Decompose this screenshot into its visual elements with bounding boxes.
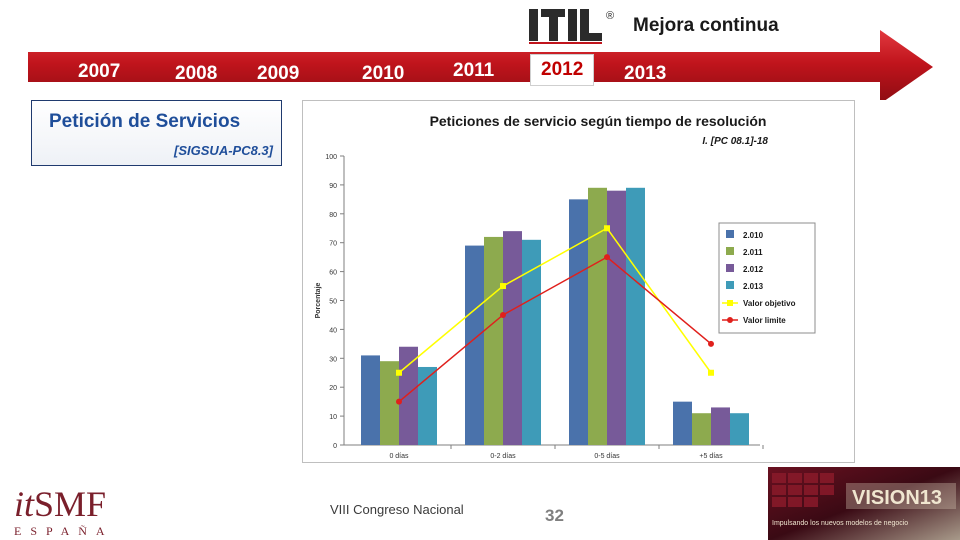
point-valor-limite-3 [708, 340, 714, 347]
bar-2012-3 [711, 407, 730, 445]
y-tick-label: 60 [329, 270, 337, 277]
section-code: [SIGSUA-PC8.3] [174, 143, 273, 158]
legend-label-0: 2.010 [743, 231, 764, 240]
legend-label-4: Valor objetivo [743, 299, 796, 308]
bar-chart: Peticiones de servicio según tiempo de r… [315, 113, 816, 460]
bar-2012-0 [399, 346, 418, 445]
point-valor-limite-0 [396, 398, 402, 405]
y-tick-label: 80 [329, 212, 337, 219]
y-tick-label: 10 [329, 414, 337, 421]
chart-legend [718, 222, 816, 334]
line-valor-limite [398, 256, 712, 403]
section-title: Petición de Servicios [49, 111, 241, 132]
legend-swatch-0 [726, 230, 734, 238]
legend-swatch-2 [726, 264, 734, 272]
bar-2011-0 [380, 361, 399, 445]
y-axis-label: Porcentaje [315, 282, 322, 318]
x-tick-label: 0 días [389, 453, 409, 460]
logo-subtext: ESPAÑA [14, 524, 114, 538]
y-tick-label: 50 [329, 299, 337, 306]
x-tick-label: 0-2 días [490, 453, 516, 460]
y-tick-label: 30 [329, 356, 337, 363]
chart-title: Peticiones de servicio según tiempo de r… [430, 113, 767, 129]
legend-marker-4 [727, 300, 733, 306]
bar-2012-1 [503, 231, 522, 445]
y-tick-label: 40 [329, 327, 337, 334]
itsmf-logo: itSMF ESPAÑA [14, 486, 114, 539]
y-tick-label: 70 [329, 241, 337, 248]
itil-logo: ® [527, 6, 617, 44]
bar-2011-3 [692, 413, 711, 445]
year-2012-active[interactable]: 2012 [530, 54, 595, 86]
bar-2011-2 [588, 187, 607, 445]
year-2010[interactable]: 2010 [362, 63, 405, 84]
bar-2010-0 [361, 355, 380, 445]
bar-2013-0 [418, 366, 437, 445]
point-valor-objetivo-3 [708, 369, 714, 376]
legend-label-2: 2.012 [743, 265, 764, 274]
point-valor-limite-2 [604, 254, 610, 261]
point-valor-objetivo-0 [396, 369, 402, 376]
bar-2010-1 [465, 245, 484, 445]
legend-swatch-1 [726, 247, 734, 255]
logo-suffix: SMF [34, 484, 107, 524]
chart-subtitle: I. [PC 08.1]-18 [702, 136, 768, 147]
year-2009[interactable]: 2009 [257, 63, 300, 84]
bar-2010-2 [569, 199, 588, 445]
bar-2012-2 [607, 190, 626, 445]
bar-2010-3 [673, 401, 692, 445]
legend-marker-5 [727, 317, 733, 323]
legend-swatch-3 [726, 281, 734, 289]
legend-label-1: 2.011 [743, 248, 763, 257]
bar-2011-1 [484, 236, 503, 445]
section-box: Petición de Servicios [SIGSUA-PC8.3] [31, 100, 282, 166]
point-valor-objetivo-2 [604, 225, 610, 232]
y-tick-label: 100 [325, 154, 337, 161]
timeline-arrow [28, 30, 933, 100]
bar-2013-3 [730, 413, 749, 445]
y-tick-label: 20 [329, 385, 337, 392]
legend-label-5: Valor limite [743, 316, 786, 325]
page-number: 32 [545, 506, 564, 525]
page-title: Mejora continua [633, 15, 779, 36]
point-valor-objetivo-1 [500, 283, 506, 290]
year-2013[interactable]: 2013 [624, 63, 667, 84]
banner-title: VISION13 [852, 487, 942, 509]
bar-2013-2 [626, 187, 645, 445]
x-tick-label: 0-5 días [594, 453, 620, 460]
y-tick-label: 90 [329, 183, 337, 190]
bar-2013-1 [522, 239, 541, 445]
x-tick-label: +5 días [699, 453, 723, 460]
year-2007[interactable]: 2007 [78, 61, 121, 82]
logo-prefix: it [14, 484, 35, 524]
year-2008[interactable]: 2008 [175, 63, 218, 84]
registered-mark: ® [606, 10, 614, 22]
event-name: VIII Congreso Nacional [330, 502, 464, 517]
point-valor-limite-1 [500, 311, 506, 318]
vision-banner: VISION13 Impulsando los nuevos modelos d… [768, 467, 960, 540]
legend-label-3: 2.013 [743, 282, 764, 291]
year-2011[interactable]: 2011 [453, 60, 495, 81]
chart-frame: Peticiones de servicio según tiempo de r… [302, 100, 855, 463]
banner-subtitle: Impulsando los nuevos modelos de negocio [772, 520, 908, 527]
y-tick-label: 0 [333, 443, 337, 450]
line-valor-objetivo [398, 227, 712, 374]
